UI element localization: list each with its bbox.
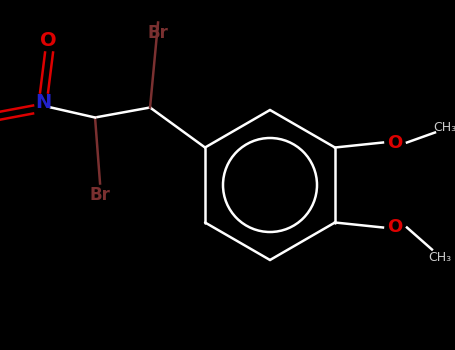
Text: CH₃: CH₃: [434, 121, 455, 134]
Text: Br: Br: [147, 23, 168, 42]
Text: CH₃: CH₃: [429, 251, 451, 264]
Text: O: O: [40, 31, 56, 50]
Text: N: N: [35, 93, 51, 112]
Text: Br: Br: [90, 187, 111, 204]
Text: O: O: [387, 218, 403, 237]
Text: O: O: [387, 133, 403, 152]
